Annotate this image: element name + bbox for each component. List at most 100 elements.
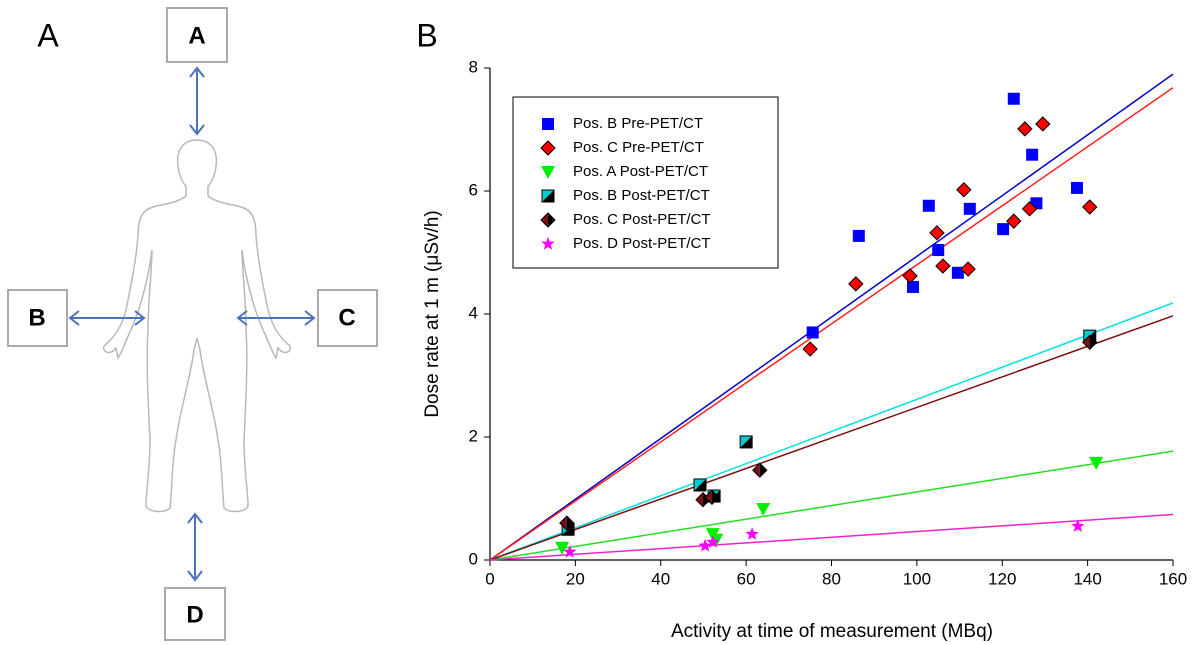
point bbox=[706, 535, 720, 548]
point bbox=[752, 462, 768, 478]
point bbox=[1082, 199, 1098, 215]
marker-part bbox=[752, 462, 768, 478]
marker-part bbox=[559, 515, 575, 531]
point bbox=[542, 118, 554, 130]
point bbox=[540, 212, 556, 228]
point bbox=[956, 182, 972, 198]
legend-label: Pos. B Pre-PET/CT bbox=[573, 115, 703, 132]
fit-line bbox=[489, 513, 1174, 561]
point bbox=[932, 244, 945, 257]
marker-part bbox=[541, 237, 555, 250]
point bbox=[541, 237, 555, 250]
marker-part bbox=[956, 182, 972, 198]
marker-part bbox=[694, 478, 707, 491]
point bbox=[563, 545, 577, 558]
point bbox=[848, 276, 864, 292]
fit-line bbox=[489, 87, 1174, 561]
point bbox=[559, 515, 575, 531]
marker-part bbox=[542, 118, 554, 130]
marker-part bbox=[922, 199, 935, 212]
marker-part bbox=[698, 538, 712, 552]
marker-part bbox=[902, 268, 918, 284]
marker-part bbox=[706, 535, 720, 548]
fit-line bbox=[489, 302, 1174, 561]
x-tick-label: 160 bbox=[1159, 569, 1187, 588]
fit-line bbox=[489, 315, 1174, 561]
position-box bbox=[317, 289, 378, 347]
position-box bbox=[166, 7, 228, 63]
marker-part bbox=[759, 463, 767, 478]
point bbox=[745, 527, 759, 540]
point bbox=[960, 261, 976, 277]
position-label: D bbox=[186, 601, 203, 628]
y-tick-label: 0 bbox=[469, 549, 478, 568]
legend-label: Pos. C Pre-PET/CT bbox=[573, 139, 704, 156]
point bbox=[902, 268, 918, 284]
position-box bbox=[164, 587, 226, 641]
marker-part bbox=[997, 223, 1010, 236]
x-tick-label: 60 bbox=[737, 569, 756, 588]
marker-part bbox=[559, 516, 567, 531]
marker-part bbox=[848, 276, 864, 292]
marker-part bbox=[1021, 201, 1038, 217]
marker-part bbox=[1082, 334, 1098, 350]
point bbox=[922, 199, 935, 212]
position-label: A bbox=[188, 22, 205, 49]
point bbox=[1089, 456, 1104, 470]
marker-part bbox=[1006, 213, 1022, 229]
marker-part bbox=[1035, 116, 1051, 132]
legend-label: Pos. C Post-PET/CT bbox=[573, 211, 711, 228]
y-axis-label: Dose rate at 1 m (μSv/h) bbox=[422, 210, 443, 417]
position-label: B bbox=[28, 304, 45, 331]
marker-part bbox=[806, 326, 819, 339]
point bbox=[739, 435, 753, 449]
marker-part bbox=[740, 435, 753, 448]
point bbox=[951, 266, 964, 279]
point bbox=[555, 541, 570, 555]
fit-line bbox=[489, 450, 1174, 561]
marker-part bbox=[739, 435, 753, 449]
marker-part bbox=[1017, 121, 1033, 137]
marker-part bbox=[548, 213, 555, 227]
point bbox=[1070, 181, 1083, 194]
marker-part bbox=[541, 166, 555, 179]
point bbox=[806, 326, 819, 339]
x-tick-label: 100 bbox=[903, 569, 931, 588]
point bbox=[907, 280, 920, 293]
marker-part bbox=[703, 492, 711, 507]
point bbox=[541, 166, 555, 179]
marker-part bbox=[711, 490, 719, 505]
point bbox=[997, 223, 1010, 236]
point bbox=[935, 258, 951, 274]
marker-part bbox=[555, 541, 570, 555]
arrows bbox=[68, 66, 316, 582]
marker-part bbox=[1082, 199, 1098, 215]
marker-part bbox=[696, 492, 704, 507]
marker-part bbox=[852, 229, 865, 242]
marker-part bbox=[540, 140, 556, 156]
point bbox=[1082, 334, 1098, 350]
y-tick-label: 8 bbox=[469, 57, 478, 76]
point bbox=[852, 229, 865, 242]
point bbox=[802, 341, 818, 357]
y-tick-label: 2 bbox=[469, 426, 478, 445]
marker-part bbox=[932, 244, 945, 257]
point bbox=[756, 502, 771, 516]
legend-label: Pos. D Post-PET/CT bbox=[573, 235, 711, 252]
panel-label: B bbox=[416, 17, 437, 53]
marker-part bbox=[745, 527, 759, 540]
point bbox=[704, 489, 720, 505]
legend-box bbox=[512, 96, 779, 269]
marker-part bbox=[752, 463, 760, 478]
marker-part bbox=[756, 502, 771, 516]
marker-part bbox=[1007, 92, 1020, 105]
x-tick-label: 80 bbox=[822, 569, 841, 588]
point bbox=[1021, 201, 1038, 217]
point bbox=[963, 202, 976, 215]
marker-part bbox=[935, 258, 951, 274]
marker-part bbox=[802, 341, 818, 357]
marker-part bbox=[563, 545, 577, 558]
marker-part bbox=[1082, 335, 1090, 350]
marker-part bbox=[1089, 335, 1097, 350]
x-axis-label: Activity at time of measurement (MBq) bbox=[671, 621, 993, 642]
